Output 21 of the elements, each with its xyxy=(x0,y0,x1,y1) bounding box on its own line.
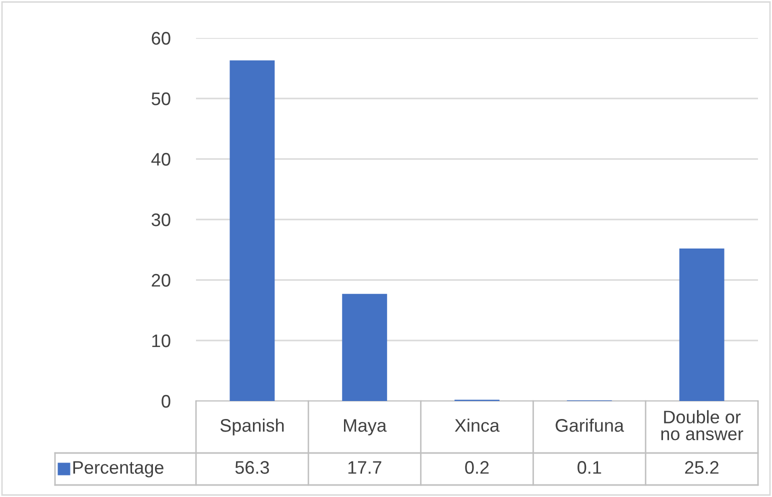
x-tick-label: Maya xyxy=(344,419,387,436)
x-tick-label: Xinca xyxy=(454,418,500,432)
data-label: 0.1 xyxy=(578,461,602,474)
y-tick-label: 20 xyxy=(152,274,170,287)
bar xyxy=(342,294,388,401)
y-tick-label: 30 xyxy=(152,213,170,226)
data-label: 0.2 xyxy=(465,461,489,474)
x-tick-label: Spanish xyxy=(220,418,284,436)
data-label: 56.3 xyxy=(235,461,269,474)
legend-label: Percentage xyxy=(73,461,164,478)
data-label: 25.2 xyxy=(685,461,718,474)
y-tick-label: 10 xyxy=(152,334,170,348)
y-tick-label: 0 xyxy=(162,394,170,408)
y-tick-label: 40 xyxy=(151,152,170,166)
bar xyxy=(679,248,724,401)
x-tick-label: Garifuna xyxy=(556,418,624,432)
bar xyxy=(230,60,275,401)
data-label: 17.7 xyxy=(348,461,382,474)
y-tick-label: 60 xyxy=(152,32,170,45)
x-tick-label: Double or no answer xyxy=(661,410,744,440)
y-tick-label: 50 xyxy=(152,92,170,106)
